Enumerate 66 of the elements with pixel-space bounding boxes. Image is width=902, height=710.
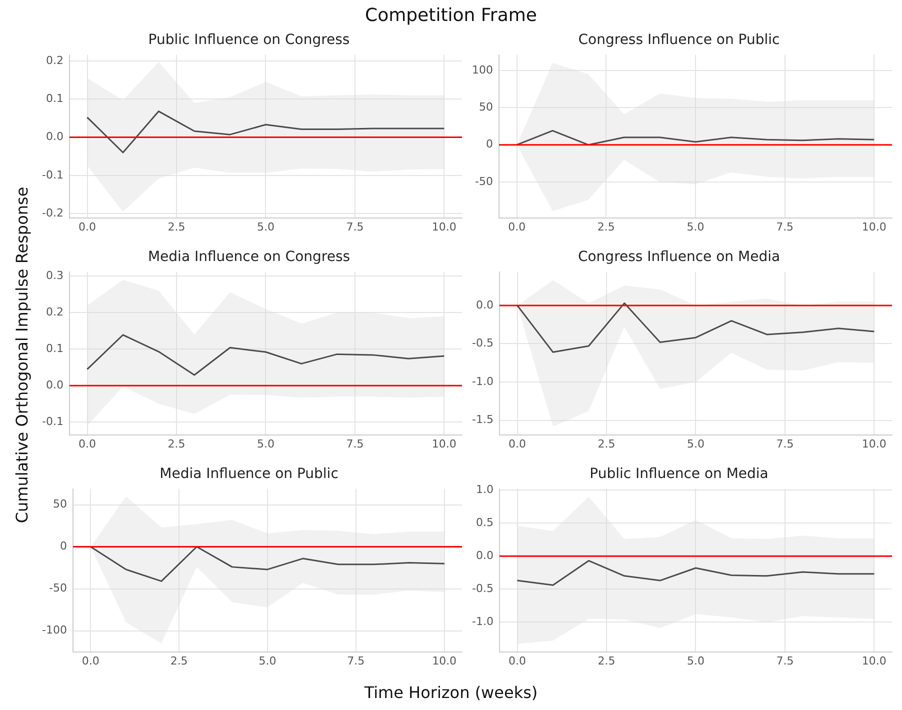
x-tick-label: 7.5 (776, 437, 794, 450)
chart-title: Congress Influence on Media (578, 249, 780, 266)
y-tick-label: 0.5 (476, 516, 494, 529)
y-tick-label: -0.1 (42, 414, 64, 428)
y-tick-label: 0.3 (46, 269, 64, 282)
x-tick-label: 5.0 (258, 654, 276, 668)
x-tick-label: 2.5 (598, 654, 616, 668)
y-tick-label: -1.0 (472, 614, 494, 628)
x-tick-label: 7.5 (346, 220, 364, 234)
y-tick-label: 1.0 (476, 482, 494, 496)
y-tick-label: -1.0 (472, 374, 494, 388)
x-tick-label: 5.0 (686, 220, 704, 234)
x-tick-label: 2.5 (170, 654, 188, 668)
y-tick-label: 0.0 (476, 298, 494, 312)
y-tick-label: -0.2 (42, 206, 64, 220)
x-tick-label: 10.0 (432, 654, 457, 668)
x-tick-label: 7.5 (776, 654, 794, 668)
x-tick-label: 2.5 (168, 220, 186, 234)
x-tick-label: 2.5 (598, 437, 616, 450)
y-tick-label: 0.2 (46, 54, 64, 67)
y-tick-label: 50 (52, 498, 67, 511)
y-tick-label: -50 (475, 174, 493, 188)
y-tick-label: 0.0 (46, 378, 64, 392)
y-tick-label: 0 (60, 540, 67, 553)
x-tick-label: 10.0 (862, 654, 886, 668)
x-tick-label: 0.0 (508, 220, 526, 234)
x-tick-label: 10.0 (862, 437, 886, 450)
x-tick-label: 0.0 (508, 437, 526, 450)
x-tick-label: 7.5 (346, 437, 364, 450)
y-axis-title: Cumulative Orthogonal Impulse Response (12, 186, 32, 524)
y-tick-label: -0.1 (42, 168, 64, 182)
y-tick-label: -0.5 (472, 336, 494, 350)
x-tick-label: 7.5 (347, 654, 365, 668)
x-tick-label: 7.5 (776, 220, 794, 234)
text: Competition Frame (364, 5, 538, 26)
x-tick-label: 5.0 (256, 220, 274, 234)
y-tick-label: 0.1 (46, 92, 64, 105)
x-tick-label: 10.0 (432, 437, 456, 450)
y-tick-label: 50 (478, 100, 493, 114)
chart-title: Public Influence on Media (590, 466, 768, 482)
y-tick-label: -0.5 (472, 582, 494, 595)
y-tick-label: 0.1 (46, 342, 64, 355)
x-tick-label: 2.5 (597, 220, 615, 234)
y-tick-label: 0 (486, 138, 493, 151)
y-tick-label: -1.5 (472, 413, 494, 426)
y-tick-label: 0.0 (476, 548, 494, 562)
x-axis-title: Time Horizon (weeks) (363, 683, 539, 702)
x-tick-label: 0.0 (78, 220, 96, 234)
y-tick-label: -50 (48, 582, 67, 595)
chart-title: Media Influence on Public (160, 466, 338, 482)
x-tick-label: 5.0 (256, 437, 274, 450)
x-tick-label: 2.5 (168, 437, 186, 450)
x-tick-label: 0.0 (82, 654, 100, 668)
chart-title: Media Influence on Congress (148, 249, 350, 266)
y-tick-label: -100 (42, 624, 67, 637)
y-tick-label: 0.0 (46, 130, 64, 144)
y-tick-label: 0.2 (46, 306, 64, 318)
x-tick-label: 0.0 (508, 654, 526, 668)
x-tick-label: 0.0 (78, 437, 96, 450)
chart-title: Congress Influence on Public (578, 32, 780, 48)
x-tick-label: 5.0 (686, 437, 704, 450)
y-tick-label: 100 (472, 63, 493, 76)
x-tick-label: 10.0 (862, 220, 886, 234)
x-tick-label: 5.0 (686, 654, 704, 668)
x-tick-label: 10.0 (432, 220, 456, 234)
chart-title: Public Influence on Congress (148, 32, 350, 48)
